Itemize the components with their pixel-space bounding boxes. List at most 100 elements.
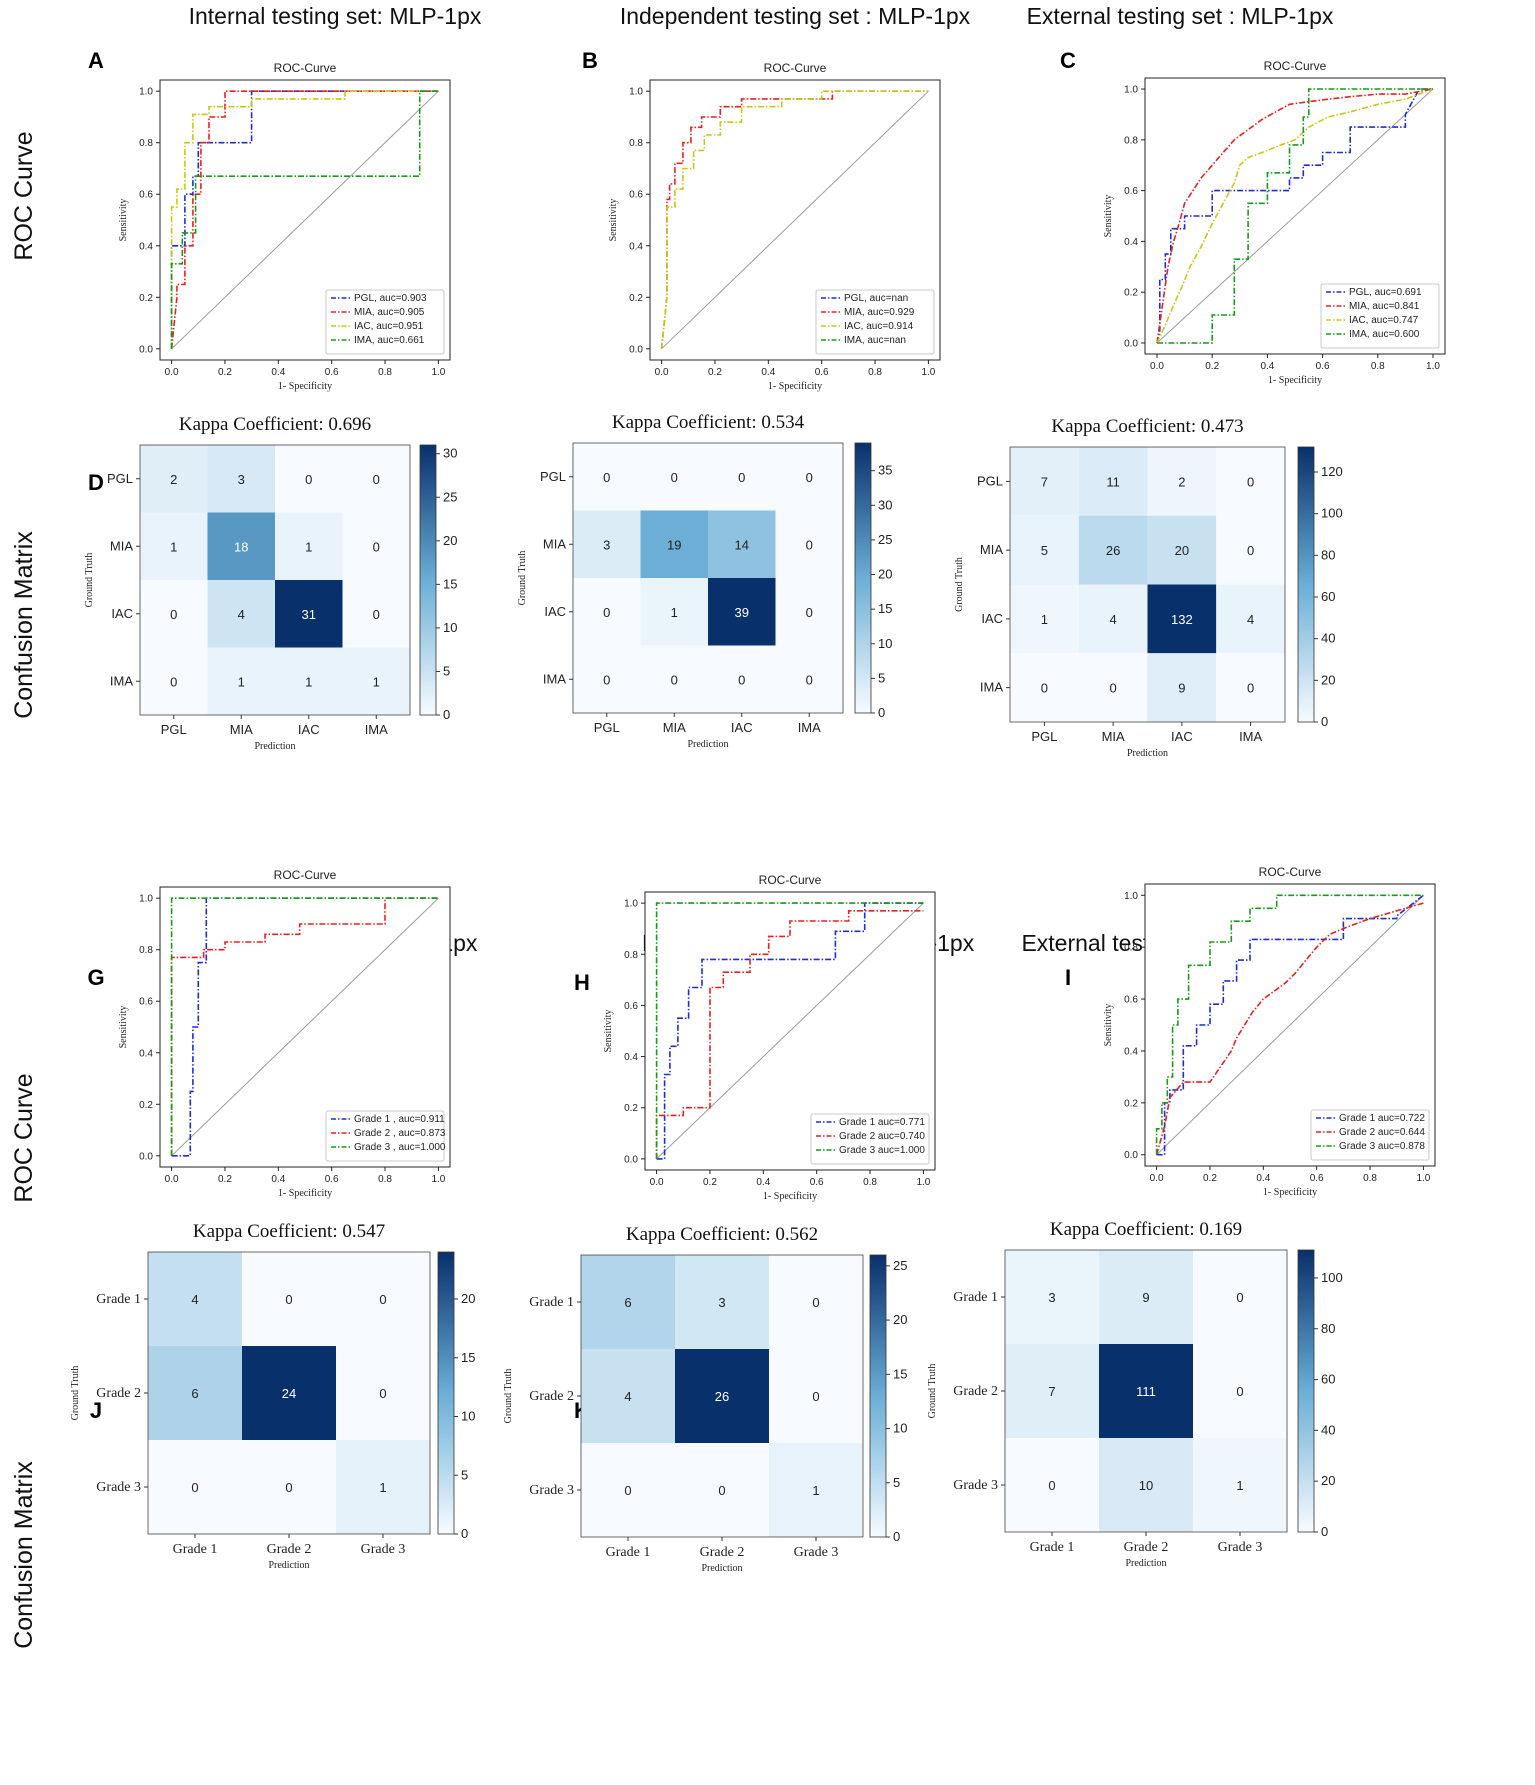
cm-cell <box>275 445 343 513</box>
cm-cell-value: 1 <box>305 674 312 689</box>
cm-cell-value: 26 <box>1106 543 1120 558</box>
colorbar-tick-label: 0 <box>893 1529 900 1544</box>
cm-row-label: PGL <box>107 471 133 486</box>
cm-cell <box>275 580 343 648</box>
colorbar-tick-label: 40 <box>1321 1422 1335 1437</box>
cm-cell <box>775 443 843 511</box>
y-tick-label: 0.0 <box>139 344 153 355</box>
legend-entry: IAC, auc=0.914 <box>844 321 914 332</box>
cm-cell <box>1078 653 1148 722</box>
panel-letter-H: H <box>574 970 590 995</box>
cm-cell <box>1147 515 1217 585</box>
cm-cell-value: 2 <box>170 472 177 487</box>
colorbar <box>419 444 437 716</box>
cm-row-label: Grade 2 <box>953 1384 998 1399</box>
cm-y-label: Ground Truth <box>517 551 528 606</box>
x-tick-label: 0.2 <box>1205 361 1219 372</box>
cm-cell <box>769 1349 863 1443</box>
cm-row-label: MIA <box>980 542 1003 557</box>
cm-cell-value: 11 <box>1106 474 1120 489</box>
cm-cell <box>140 512 208 580</box>
x-tick-label: 0.8 <box>378 367 392 378</box>
cm-row-label: MIA <box>110 538 133 553</box>
cm-cell <box>1099 1250 1193 1344</box>
y-tick-label: 0.0 <box>139 1151 153 1162</box>
cm-cell <box>1078 447 1148 516</box>
panel-letter-J: J <box>90 1398 102 1423</box>
cm-cell <box>769 1255 863 1349</box>
colorbar <box>869 1254 887 1538</box>
colorbar-tick-label: 0 <box>878 705 885 720</box>
cm-cell-value: 0 <box>1247 681 1254 696</box>
cm-cell <box>573 443 641 511</box>
x-tick-label: 0.8 <box>868 367 882 378</box>
section-title-A: Internal testing set: MLP-1px <box>189 3 482 29</box>
x-tick-label: 1.0 <box>921 367 935 378</box>
roc-y-label: Sensitivity <box>118 199 129 242</box>
roc-chance-diagonal <box>1156 894 1424 1156</box>
cm-cell <box>573 510 641 578</box>
cm-cell <box>581 1443 675 1537</box>
roc-series-blue <box>1156 894 1424 1156</box>
cm-cell <box>640 510 708 578</box>
roc-chance-diagonal <box>171 897 439 1157</box>
cm-cell-value: 6 <box>624 1295 631 1310</box>
cm-cell <box>775 645 843 713</box>
cm-cell <box>640 578 708 646</box>
cm-x-label: Prediction <box>687 739 728 750</box>
y-tick-label: 0.0 <box>624 1154 638 1165</box>
cm-cell-value: 10 <box>1139 1478 1153 1493</box>
colorbar-tick-label: 25 <box>878 532 892 547</box>
cm-cell-value: 1 <box>170 539 177 554</box>
roc-title: ROC-Curve <box>1264 59 1327 73</box>
cm-cell-value: 0 <box>1236 1290 1243 1305</box>
roc-series-blue <box>171 897 439 1157</box>
x-tick-label: 1.0 <box>1416 1173 1430 1184</box>
cm-col-label: IMA <box>365 722 388 737</box>
x-tick-label: 0.0 <box>1150 361 1164 372</box>
cm-cell <box>148 1252 242 1346</box>
cm-cell-value: 4 <box>1247 612 1254 627</box>
cm-col-label: Grade 1 <box>173 1542 218 1557</box>
panel-letter-A: A <box>88 48 104 73</box>
cm-col-label: Grade 3 <box>794 1545 839 1560</box>
confusion-matrix-L: Kappa Coefficient: 0.169 3 9 0 7 111 0 0 10 1 Grad… <box>927 1219 1343 1569</box>
colorbar-tick-label: 100 <box>1321 506 1343 521</box>
panel-letter-B: B <box>582 48 598 73</box>
cm-cell-value: 0 <box>1247 474 1254 489</box>
y-tick-label: 0.6 <box>139 997 153 1008</box>
colorbar-tick-label: 35 <box>878 463 892 478</box>
cm-row-label: IMA <box>980 680 1003 695</box>
roc-series-red <box>660 90 929 349</box>
cm-cell-value: 0 <box>1048 1478 1055 1493</box>
x-tick-label: 0.8 <box>378 1174 392 1185</box>
cm-col-label: Grade 3 <box>361 1542 406 1557</box>
cm-cell <box>242 1346 336 1440</box>
kappa-coefficient: Kappa Coefficient: 0.547 <box>193 1221 385 1242</box>
x-tick-label: 0.0 <box>165 1174 179 1185</box>
roc-chart-B: ROC-Curve 0.0 0.2 0.4 0.6 0.8 1.0 0.0 0.2 0.4 0.6 0… <box>608 61 941 392</box>
roc-chance-diagonal <box>656 902 924 1160</box>
roc-y-label: Sensitivity <box>118 1006 129 1049</box>
cm-cell <box>1147 447 1217 516</box>
y-tick-label: 0.8 <box>629 138 643 149</box>
cm-cell <box>708 645 776 713</box>
x-tick-label: 0.4 <box>271 1174 285 1185</box>
y-tick-label: 0.0 <box>1124 338 1138 349</box>
cm-cell <box>640 443 708 511</box>
cm-cell <box>675 1255 769 1349</box>
cm-row-label: PGL <box>977 473 1003 488</box>
cm-cell-value: 0 <box>603 470 610 485</box>
legend-entry: MIA, auc=0.841 <box>1349 301 1420 312</box>
roc-series-red <box>170 897 439 1156</box>
cm-col-label: PGL <box>594 720 620 735</box>
cm-row-label: Grade 3 <box>953 1478 998 1493</box>
colorbar-tick-label: 15 <box>893 1366 907 1381</box>
x-tick-label: 0.0 <box>650 1177 664 1188</box>
colorbar-tick-label: 20 <box>443 533 457 548</box>
cm-cell <box>581 1255 675 1349</box>
cm-row-label: IAC <box>544 604 566 619</box>
x-tick-label: 0.6 <box>810 1177 824 1188</box>
cm-cell <box>1078 515 1148 585</box>
cm-cell-value: 0 <box>285 1480 292 1495</box>
